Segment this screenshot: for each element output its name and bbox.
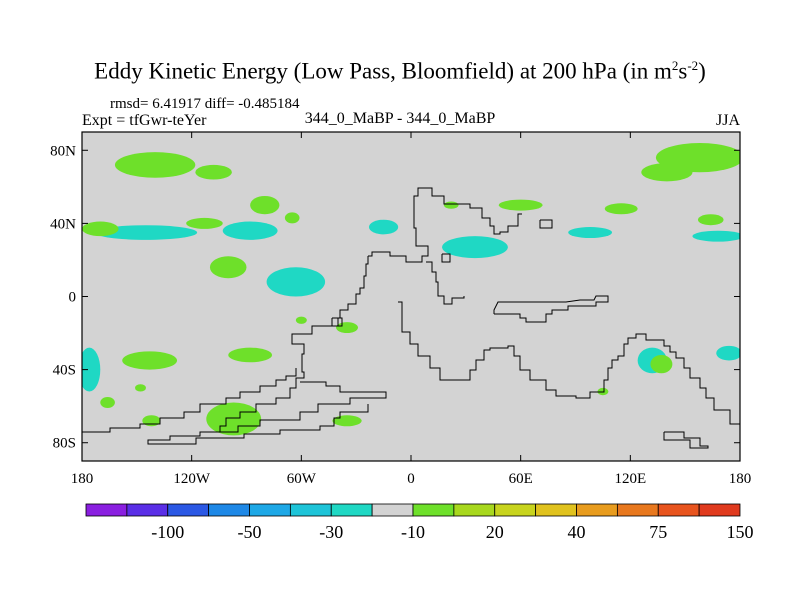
panel-label: 344_0_MaBP - 344_0_MaBP (304, 110, 496, 127)
colorbar-box (330, 503, 373, 517)
contour-region-pos-3 (251, 199, 260, 207)
colorbar-box (371, 503, 414, 517)
contour-region-pos-0 (114, 152, 196, 178)
contour-region-pos-28 (142, 415, 161, 427)
colorbar-box (289, 503, 332, 517)
contour-region-neg-35 (716, 345, 740, 361)
colorbar-label: 75 (649, 522, 667, 542)
contour-region-neg-20 (692, 230, 740, 242)
title-unit-s: s (678, 58, 688, 84)
x-tick-label: 0 (407, 471, 415, 487)
contour-region-pos-24 (122, 351, 178, 370)
chart-title: Eddy Kinetic Energy (Low Pass, Bloomfiel… (0, 58, 800, 85)
colorbar-box (698, 503, 741, 517)
coastline-small-north (539, 219, 553, 229)
colorbar-box (412, 503, 455, 517)
contour-region-pos-18 (641, 163, 693, 182)
contour-region-pos-19 (697, 214, 724, 226)
x-tick-label: 180 (71, 471, 94, 487)
contour-region-pos-29 (135, 384, 146, 392)
contour-region-neg-8 (222, 221, 278, 240)
contour-region-pos-16 (604, 203, 638, 215)
colorbar-box (616, 503, 659, 517)
contour-region-pos-23 (336, 322, 358, 334)
y-tick-label: 80S (53, 436, 76, 452)
x-tick-label: 120W (173, 471, 211, 487)
y-tick-label: 80N (50, 143, 76, 159)
coastline-west-inner (219, 325, 330, 432)
colorbar-box (167, 503, 210, 517)
coastline-island (441, 253, 451, 263)
contour-region-neg-6 (266, 267, 326, 297)
colorbar-label: 40 (568, 522, 586, 542)
contour-region-pos-22 (295, 316, 307, 324)
x-tick-label: 60W (287, 471, 317, 487)
coastlines (82, 187, 740, 449)
x-tick-label: 60E (509, 471, 533, 487)
y-tick-label: 40S (53, 363, 76, 379)
y-axis-ticks: 80N 40N 0 40S 80S (50, 143, 740, 452)
colorbar-box (85, 503, 128, 517)
colorbar-box (657, 503, 700, 517)
contour-region-pos-30 (206, 402, 262, 436)
coastline-southwest-band (82, 368, 297, 433)
coastline-north-america (368, 187, 522, 263)
coastline-right-patch (663, 431, 709, 449)
contour-region-neg-26 (82, 347, 101, 392)
contour-region-pos-5 (224, 261, 240, 273)
colorbar-box (535, 503, 577, 517)
coastline-lake (331, 317, 343, 327)
colorbar-label: -10 (401, 522, 425, 542)
contour-region-pos-9 (82, 221, 119, 237)
contour-region-pos-11 (284, 212, 300, 224)
plot-background (82, 132, 740, 461)
experiment-label: Expt = tfGwr-teYer (82, 112, 207, 129)
contour-region-pos-15 (443, 201, 459, 209)
contour-region-pos-14 (498, 199, 543, 211)
colorbar: -100 -50 -30 -10 20 40 75 150 (85, 503, 754, 542)
contour-region-neg-7 (94, 225, 198, 240)
contour-region-neg-12 (368, 219, 399, 235)
colorbar-box (249, 503, 291, 517)
x-tick-label: 120E (614, 471, 646, 487)
colorbar-box (208, 503, 250, 517)
contour-region-pos-10 (186, 217, 223, 229)
x-axis-ticks: 180 120W 60W 0 60E 120E 180 (71, 132, 752, 487)
contour-region-neg-13 (442, 236, 508, 259)
contour-region-pos-25 (228, 347, 273, 363)
rmsd-label: rmsd= 6.41917 diff= -0.485184 (110, 96, 300, 112)
title-close: ) (698, 58, 706, 84)
colorbar-label: -100 (151, 522, 184, 542)
coastline-south-america (426, 261, 465, 305)
title-text: Eddy Kinetic Energy (Low Pass, Bloomfiel… (94, 58, 672, 84)
contour-region-neg-21 (568, 227, 613, 239)
colorbar-box (494, 503, 537, 517)
title-exponent-1: 2 (671, 58, 679, 73)
y-tick-label: 40N (50, 216, 76, 232)
y-tick-label: 0 (69, 290, 77, 306)
title-exponent-2: -2 (687, 58, 699, 73)
colorbar-label: -50 (238, 522, 262, 542)
season-label: JJA (716, 112, 741, 129)
colorbar-label: 20 (486, 522, 504, 542)
colorbar-box (126, 503, 169, 517)
coastline-east-africa (398, 301, 740, 425)
contour-region-pos-31 (332, 415, 362, 427)
x-tick-label: 180 (729, 471, 752, 487)
colorbar-box (453, 503, 496, 517)
colorbar-label: -30 (319, 522, 343, 542)
colorbar-box (576, 503, 618, 517)
coastline-asia-south (493, 295, 609, 323)
colorbar-label: 150 (727, 522, 754, 542)
coastline-west-lower (147, 381, 387, 445)
contour-region-pos-33 (650, 354, 673, 374)
contour-fills (82, 142, 740, 436)
contour-region-pos-1 (195, 164, 232, 180)
contour-region-pos-27 (100, 397, 115, 408)
